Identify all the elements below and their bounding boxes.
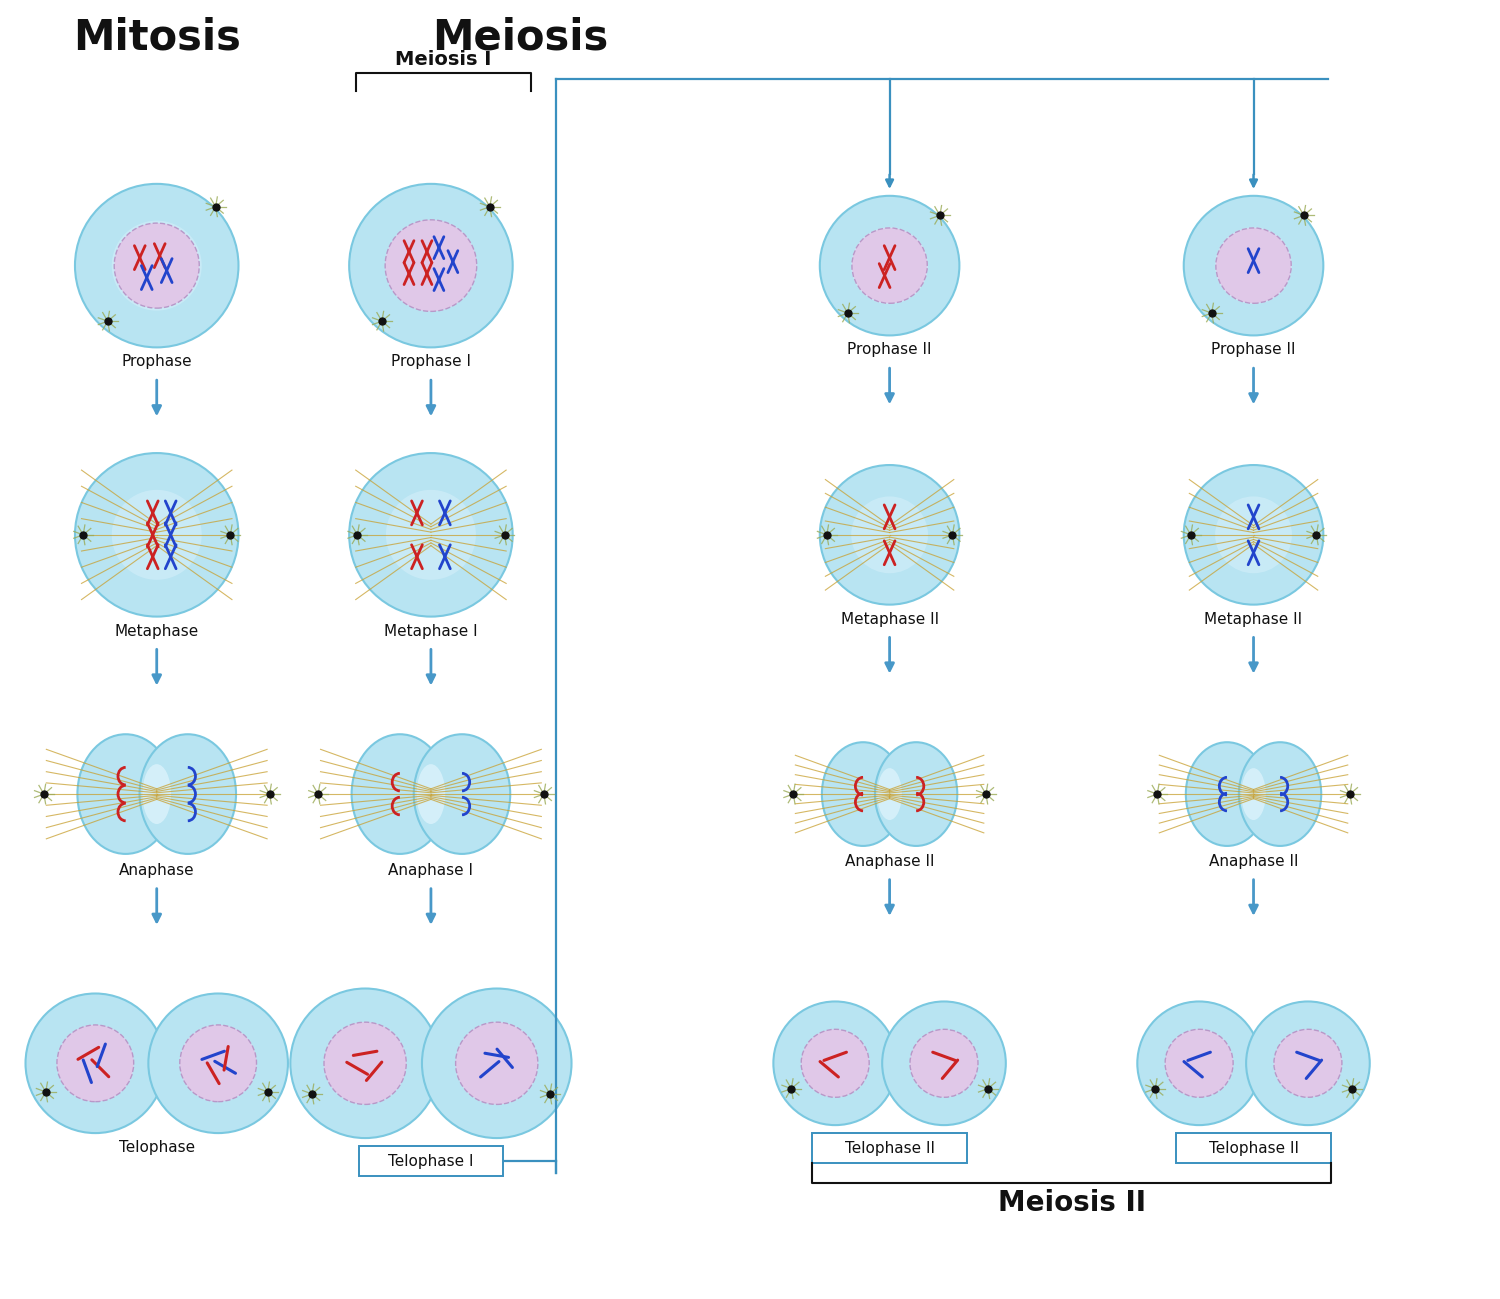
- Text: Metaphase: Metaphase: [114, 624, 200, 639]
- Ellipse shape: [878, 768, 902, 820]
- Ellipse shape: [351, 734, 448, 853]
- Circle shape: [26, 994, 165, 1133]
- Text: Anaphase II: Anaphase II: [1209, 853, 1299, 869]
- Circle shape: [112, 490, 201, 579]
- Text: Mitosis: Mitosis: [74, 17, 240, 58]
- Text: Anaphase I: Anaphase I: [388, 863, 474, 878]
- Ellipse shape: [874, 742, 957, 846]
- Ellipse shape: [78, 734, 174, 853]
- Circle shape: [1246, 1002, 1370, 1125]
- Circle shape: [821, 465, 960, 604]
- Text: Telophase II: Telophase II: [1209, 1141, 1299, 1156]
- Text: Telophase I: Telophase I: [388, 1154, 474, 1169]
- Circle shape: [75, 184, 238, 347]
- Ellipse shape: [140, 734, 236, 853]
- Circle shape: [1137, 1002, 1262, 1125]
- Circle shape: [350, 453, 513, 617]
- Circle shape: [114, 223, 200, 308]
- Text: Metaphase I: Metaphase I: [384, 624, 477, 639]
- FancyBboxPatch shape: [1176, 1133, 1332, 1163]
- Text: Prophase II: Prophase II: [847, 343, 932, 357]
- Circle shape: [57, 1025, 134, 1102]
- Circle shape: [774, 1002, 897, 1125]
- Ellipse shape: [142, 764, 171, 824]
- Text: Metaphase II: Metaphase II: [1204, 612, 1302, 626]
- Text: Meiosis: Meiosis: [432, 17, 609, 58]
- Text: Telophase: Telophase: [118, 1141, 195, 1155]
- Text: Anaphase: Anaphase: [118, 863, 195, 878]
- Circle shape: [180, 1025, 256, 1102]
- Circle shape: [1184, 196, 1323, 335]
- Circle shape: [456, 1022, 538, 1104]
- Ellipse shape: [1242, 768, 1266, 820]
- Circle shape: [882, 1002, 1007, 1125]
- Text: Prophase II: Prophase II: [1212, 343, 1296, 357]
- Text: Metaphase II: Metaphase II: [840, 612, 939, 626]
- Circle shape: [821, 196, 960, 335]
- Text: Anaphase II: Anaphase II: [844, 853, 934, 869]
- Circle shape: [850, 227, 928, 304]
- Text: Telophase II: Telophase II: [844, 1141, 934, 1156]
- Text: Prophase: Prophase: [122, 355, 192, 369]
- Circle shape: [386, 490, 476, 579]
- Circle shape: [386, 220, 477, 312]
- Ellipse shape: [1239, 742, 1322, 846]
- Circle shape: [910, 1029, 978, 1098]
- Circle shape: [75, 453, 238, 617]
- Circle shape: [112, 221, 201, 310]
- Circle shape: [1166, 1029, 1233, 1098]
- Circle shape: [291, 989, 440, 1138]
- Text: Prophase I: Prophase I: [392, 355, 471, 369]
- Ellipse shape: [417, 764, 446, 824]
- Circle shape: [350, 184, 513, 347]
- Circle shape: [1274, 1029, 1342, 1098]
- Circle shape: [801, 1029, 868, 1098]
- Circle shape: [852, 227, 927, 303]
- Ellipse shape: [822, 742, 904, 846]
- Circle shape: [1216, 227, 1292, 303]
- Text: Meiosis II: Meiosis II: [998, 1189, 1146, 1217]
- Circle shape: [1215, 496, 1292, 573]
- Ellipse shape: [1186, 742, 1268, 846]
- Circle shape: [1215, 227, 1292, 304]
- Circle shape: [422, 989, 572, 1138]
- Circle shape: [386, 221, 476, 310]
- Circle shape: [1184, 465, 1323, 604]
- Circle shape: [850, 496, 928, 573]
- Ellipse shape: [414, 734, 510, 853]
- Circle shape: [148, 994, 288, 1133]
- FancyBboxPatch shape: [812, 1133, 968, 1163]
- Text: Meiosis I: Meiosis I: [394, 51, 492, 69]
- Circle shape: [324, 1022, 406, 1104]
- FancyBboxPatch shape: [358, 1146, 503, 1176]
